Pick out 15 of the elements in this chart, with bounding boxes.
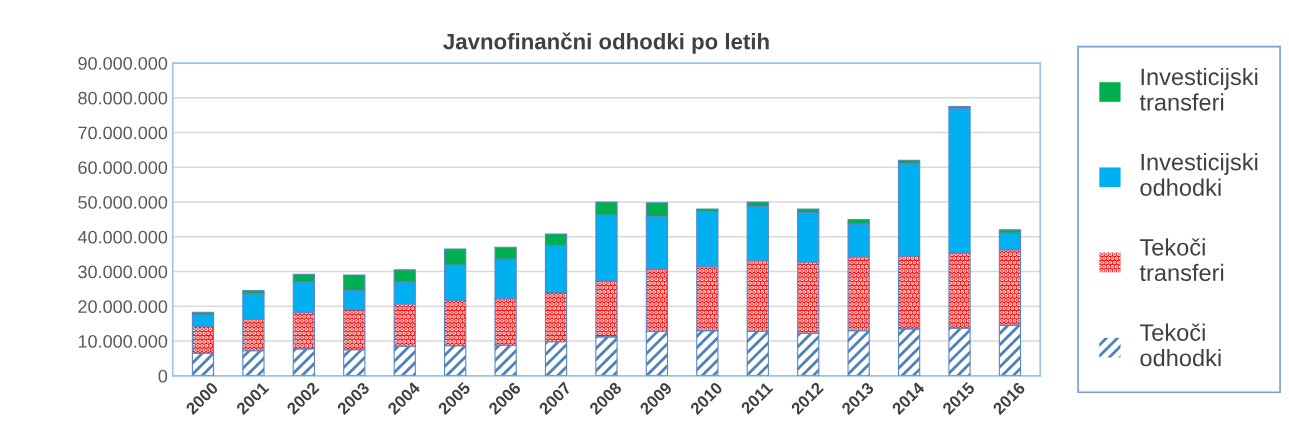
y-tick-label: 30.000.000 <box>78 265 168 279</box>
y-tick-label: 50.000.000 <box>78 195 168 209</box>
y-tick-label: 60.000.000 <box>78 161 168 175</box>
y-tick-label: 90.000.000 <box>78 57 168 70</box>
y-tick-label: 40.000.000 <box>77 230 168 244</box>
y-tick-label: 10.000.000 <box>78 334 168 348</box>
legend-label: Investicijski transferi <box>1139 67 1258 111</box>
legend-label: Tekoči odhodki <box>1139 323 1221 367</box>
legend-label: Tekoči transferi <box>1139 238 1224 282</box>
chart-title: Javnofinančni odhodki po letih <box>443 32 769 54</box>
y-tick-label: 20.000.000 <box>78 300 168 314</box>
legend-label: Investicijski odhodki <box>1140 153 1258 196</box>
y-tick-label: 0 <box>158 369 168 383</box>
y-tick-label: 70.000.000 <box>78 126 168 140</box>
y-tick-label: 80.000.000 <box>78 91 168 105</box>
